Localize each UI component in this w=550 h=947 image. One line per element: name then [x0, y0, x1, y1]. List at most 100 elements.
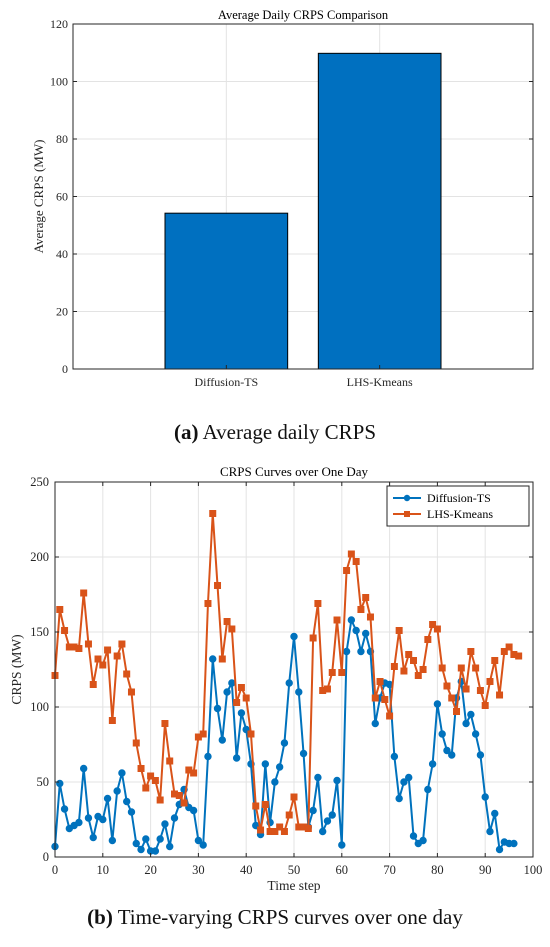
data-point	[123, 670, 131, 678]
data-point	[113, 787, 121, 795]
data-point	[84, 814, 93, 822]
data-point	[424, 636, 432, 643]
data-point	[433, 700, 442, 708]
data-point	[323, 817, 332, 825]
data-point	[491, 809, 499, 818]
data-point	[223, 688, 231, 696]
data-point	[104, 646, 112, 654]
data-point	[103, 794, 112, 803]
data-point	[414, 672, 422, 679]
data-point	[99, 815, 107, 824]
data-point	[395, 794, 403, 803]
y-tick-label: 80	[56, 132, 68, 146]
series-line-lhs-kmeans	[54, 512, 519, 833]
data-point	[448, 694, 456, 702]
data-point	[242, 694, 250, 702]
data-point	[56, 606, 64, 613]
data-point	[323, 685, 331, 693]
data-point	[108, 717, 116, 724]
y-tick-label: 100	[50, 75, 68, 89]
data-point	[467, 648, 475, 655]
data-point	[218, 736, 227, 744]
data-point	[209, 510, 217, 517]
data-point	[314, 773, 322, 782]
legend-label: LHS-Kmeans	[427, 507, 493, 521]
data-point	[495, 845, 504, 854]
data-point	[228, 625, 236, 633]
data-point	[390, 752, 399, 761]
data-point	[481, 793, 489, 801]
data-point	[252, 802, 260, 810]
data-point	[280, 739, 289, 747]
caption-b: (b) Time-varying CRPS curves over one da…	[0, 905, 550, 930]
data-point	[496, 691, 504, 699]
data-point	[515, 652, 523, 660]
data-point	[56, 779, 64, 788]
x-tick-label: 100	[524, 863, 543, 877]
data-point	[357, 647, 365, 656]
bar-diffusion-ts	[164, 212, 289, 370]
data-point	[156, 835, 164, 843]
data-point	[161, 820, 169, 828]
data-point	[237, 684, 245, 691]
data-point	[280, 828, 288, 835]
caption-b-label: (b)	[87, 905, 113, 929]
data-point	[190, 769, 198, 777]
caption-a-label: (a)	[173, 420, 199, 444]
data-point	[257, 826, 265, 834]
data-point	[223, 618, 231, 625]
data-point	[194, 836, 203, 845]
data-point	[400, 778, 408, 786]
data-point	[476, 687, 484, 694]
data-point	[476, 751, 485, 759]
data-point	[362, 629, 370, 638]
data-point	[309, 634, 317, 642]
data-point	[132, 839, 140, 848]
data-point	[438, 730, 446, 738]
x-tick-label: 20	[144, 863, 157, 877]
data-point	[314, 600, 322, 607]
y-tick-label: 0	[62, 362, 68, 376]
data-point	[338, 669, 346, 676]
data-point	[75, 645, 83, 652]
data-point	[218, 655, 226, 663]
y-axis-label: Average CRPS (MW)	[31, 140, 46, 254]
data-point	[400, 667, 408, 675]
legend: Diffusion-TS LHS-Kmeans	[386, 485, 530, 527]
data-point	[376, 678, 384, 685]
x-tick-label: 0	[52, 863, 58, 877]
data-point	[381, 696, 389, 703]
data-point	[233, 699, 241, 706]
data-point	[209, 655, 217, 663]
data-point	[433, 625, 441, 633]
data-point	[132, 739, 140, 747]
data-point	[84, 640, 92, 648]
y-tick-label: 40	[56, 247, 68, 261]
data-point	[94, 655, 102, 663]
y-tick-label: 200	[30, 550, 49, 564]
data-point	[199, 730, 207, 738]
data-point	[285, 679, 293, 687]
x-tick-label: 70	[383, 863, 396, 877]
data-point	[89, 833, 97, 842]
y-tick-label: 100	[30, 700, 49, 714]
data-point	[448, 751, 456, 759]
data-point	[467, 710, 475, 719]
chart-title: Average Daily CRPS Comparison	[218, 8, 389, 22]
data-point	[175, 792, 183, 799]
data-point	[347, 616, 356, 624]
x-tick-label: 90	[479, 863, 492, 877]
x-tick-label: 80	[431, 863, 444, 877]
data-point	[118, 640, 126, 648]
data-point	[505, 643, 513, 651]
data-point	[166, 757, 174, 765]
data-point	[343, 567, 351, 574]
y-tick-label: 150	[30, 625, 49, 639]
data-point	[371, 694, 379, 702]
data-point	[438, 664, 446, 672]
data-point	[147, 772, 155, 780]
data-point	[276, 823, 284, 831]
data-point	[318, 827, 327, 836]
caption-b-text: Time-varying CRPS curves over one day	[112, 905, 463, 929]
